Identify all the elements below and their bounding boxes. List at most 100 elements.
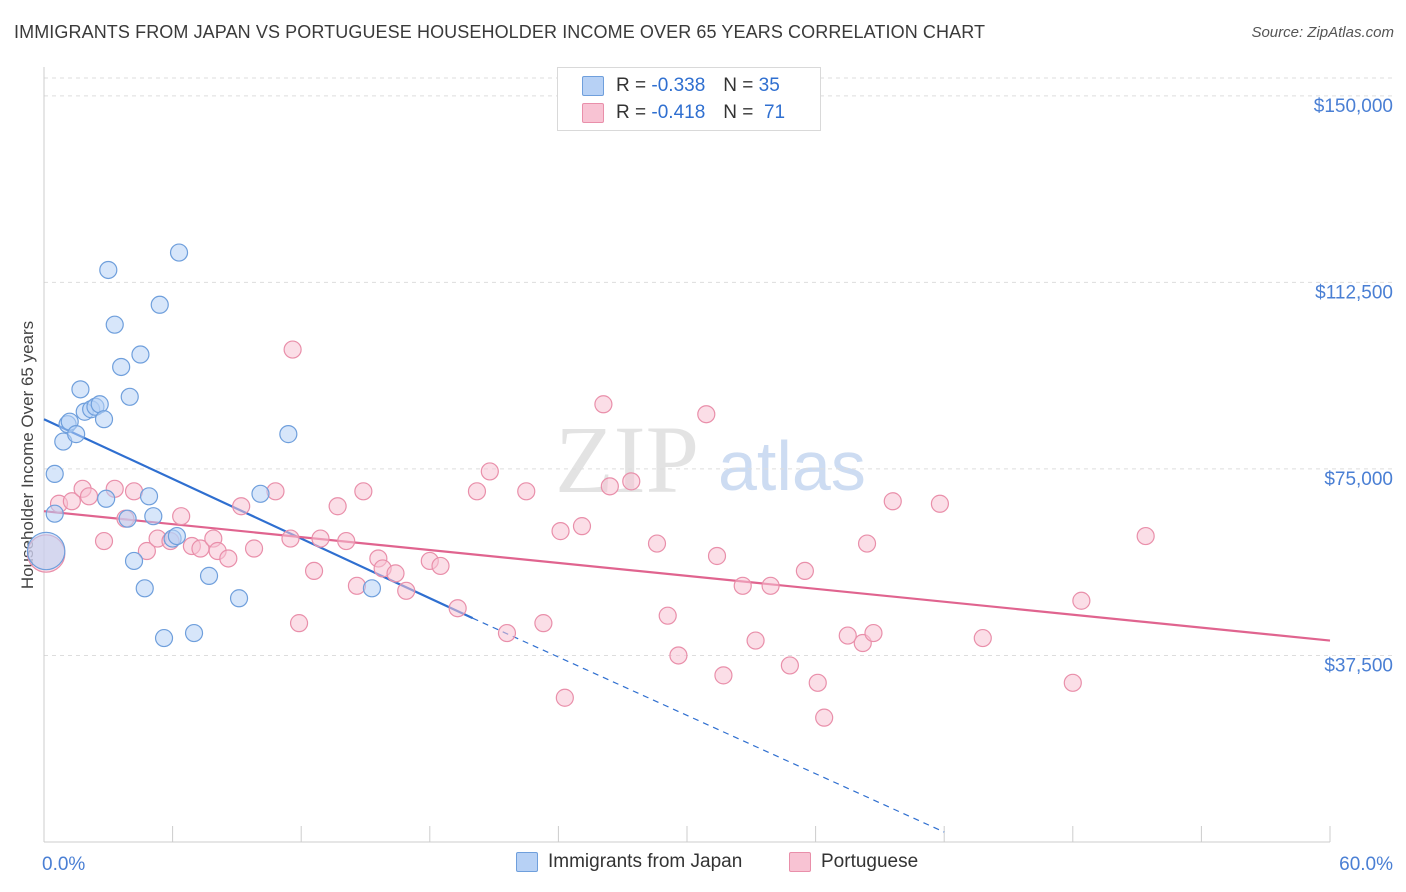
x-tick-label: 60.0% xyxy=(1339,854,1393,875)
x-tick-label: 0.0% xyxy=(42,854,85,875)
portuguese-point xyxy=(386,564,405,583)
japan-point xyxy=(169,243,189,262)
portuguese-point xyxy=(337,531,356,551)
portuguese-point xyxy=(354,482,373,501)
portuguese-point xyxy=(815,708,834,727)
watermark: ZIP atlas xyxy=(555,406,866,513)
portuguese-point xyxy=(808,673,827,692)
portuguese-point xyxy=(973,628,992,648)
japan-trend-extension xyxy=(472,617,945,833)
japan-point xyxy=(229,589,249,608)
portuguese-point xyxy=(448,599,467,618)
portuguese-point xyxy=(761,576,780,595)
y-tick-label: $37,500 xyxy=(1324,655,1393,676)
portuguese-point xyxy=(594,395,613,414)
japan-point xyxy=(135,579,154,598)
portuguese-point xyxy=(266,482,285,501)
portuguese-point xyxy=(647,534,667,553)
tick-labels: $37,500 $75,000 $112,500 $150,000 0.0% 60.0% xyxy=(42,96,1393,875)
legend-row-portuguese: R = -0.418 N = 71 xyxy=(582,101,785,125)
japan-point xyxy=(124,551,144,571)
source-label: Source: ZipAtlas.com xyxy=(1251,24,1394,41)
portuguese-point xyxy=(281,529,300,548)
japan-point xyxy=(279,425,298,444)
japan-point xyxy=(118,509,137,528)
japan-point xyxy=(184,623,204,643)
portuguese-point xyxy=(517,482,536,501)
legend-n-value: 71 xyxy=(763,102,786,123)
portuguese-point xyxy=(795,561,814,581)
series-legend-portuguese-label: Portuguese xyxy=(821,851,919,872)
portuguese-point xyxy=(347,576,367,595)
portuguese-point xyxy=(622,472,641,491)
watermark-atlas: atlas xyxy=(718,427,866,505)
japan-point xyxy=(139,487,159,506)
portuguese-point xyxy=(864,623,883,643)
portuguese-point xyxy=(289,614,309,633)
portuguese-point xyxy=(707,546,727,566)
japan-point xyxy=(154,628,174,648)
chart-title: IMMIGRANTS FROM JAPAN VS PORTUGUESE HOUS… xyxy=(14,22,986,42)
portuguese-point xyxy=(172,507,191,526)
japan-point xyxy=(112,357,131,377)
legend-row-japan: R = -0.338 N = 35 xyxy=(582,74,780,98)
portuguese-point xyxy=(658,606,677,625)
portuguese-point xyxy=(780,656,799,675)
portuguese-point xyxy=(669,646,688,665)
y-tick-label: $75,000 xyxy=(1324,469,1393,490)
watermark-zip: ZIP xyxy=(555,406,699,513)
japan-point xyxy=(131,345,150,364)
portuguese-point xyxy=(219,549,238,568)
portuguese-point xyxy=(62,492,81,511)
japan-point xyxy=(71,380,90,399)
portuguese-point xyxy=(555,688,574,707)
portuguese-point xyxy=(480,462,499,481)
legend-r-value: -0.418 xyxy=(651,102,706,123)
japan-point xyxy=(90,395,109,414)
series-swatch-portuguese xyxy=(789,852,811,872)
japan-point xyxy=(45,504,64,523)
portuguese-point xyxy=(534,614,553,633)
japan-point xyxy=(362,579,382,598)
y-tick-label: $150,000 xyxy=(1314,96,1393,117)
portuguese-point xyxy=(600,477,619,496)
portuguese-point xyxy=(1072,591,1091,610)
portuguese-point xyxy=(572,517,592,536)
japan-point xyxy=(97,489,116,508)
series-legend-japan-label: Immigrants from Japan xyxy=(548,851,743,872)
series-legend-japan: Immigrants from Japan xyxy=(516,851,742,873)
japan-point xyxy=(199,566,219,585)
portuguese-point xyxy=(714,666,733,685)
japan-point xyxy=(26,531,66,571)
portuguese-point xyxy=(79,487,99,506)
portuguese-point xyxy=(244,539,264,558)
japan-point xyxy=(150,295,169,314)
portuguese-point xyxy=(733,576,752,595)
portuguese-point xyxy=(746,631,765,650)
series-legend-portuguese: Portuguese xyxy=(789,851,918,873)
correlation-legend: R = -0.338 N = 35 R = -0.418 N = 71 xyxy=(557,67,821,131)
portuguese-point xyxy=(283,340,302,359)
portuguese-point xyxy=(857,534,877,553)
portuguese-point xyxy=(883,492,902,511)
data-points xyxy=(26,243,1155,727)
portuguese-point xyxy=(311,529,330,548)
portuguese-point xyxy=(1063,673,1082,692)
japan-point xyxy=(99,260,118,280)
grid-lines xyxy=(44,77,1394,656)
portuguese-point xyxy=(1136,526,1155,546)
portuguese-point xyxy=(697,405,716,424)
japan-point xyxy=(120,387,139,406)
portuguese-point xyxy=(497,623,517,643)
legend-r-value: -0.338 xyxy=(651,75,706,96)
portuguese-point xyxy=(930,494,950,513)
japan-point xyxy=(45,464,64,484)
portuguese-trend-line xyxy=(43,510,1331,642)
series-legend: Immigrants from Japan Portuguese xyxy=(0,851,1406,877)
series-swatch-japan xyxy=(516,852,538,872)
portuguese-point xyxy=(467,482,487,501)
y-tick-label: $112,500 xyxy=(1315,282,1393,303)
japan-point xyxy=(144,507,163,526)
portuguese-point xyxy=(137,541,156,561)
